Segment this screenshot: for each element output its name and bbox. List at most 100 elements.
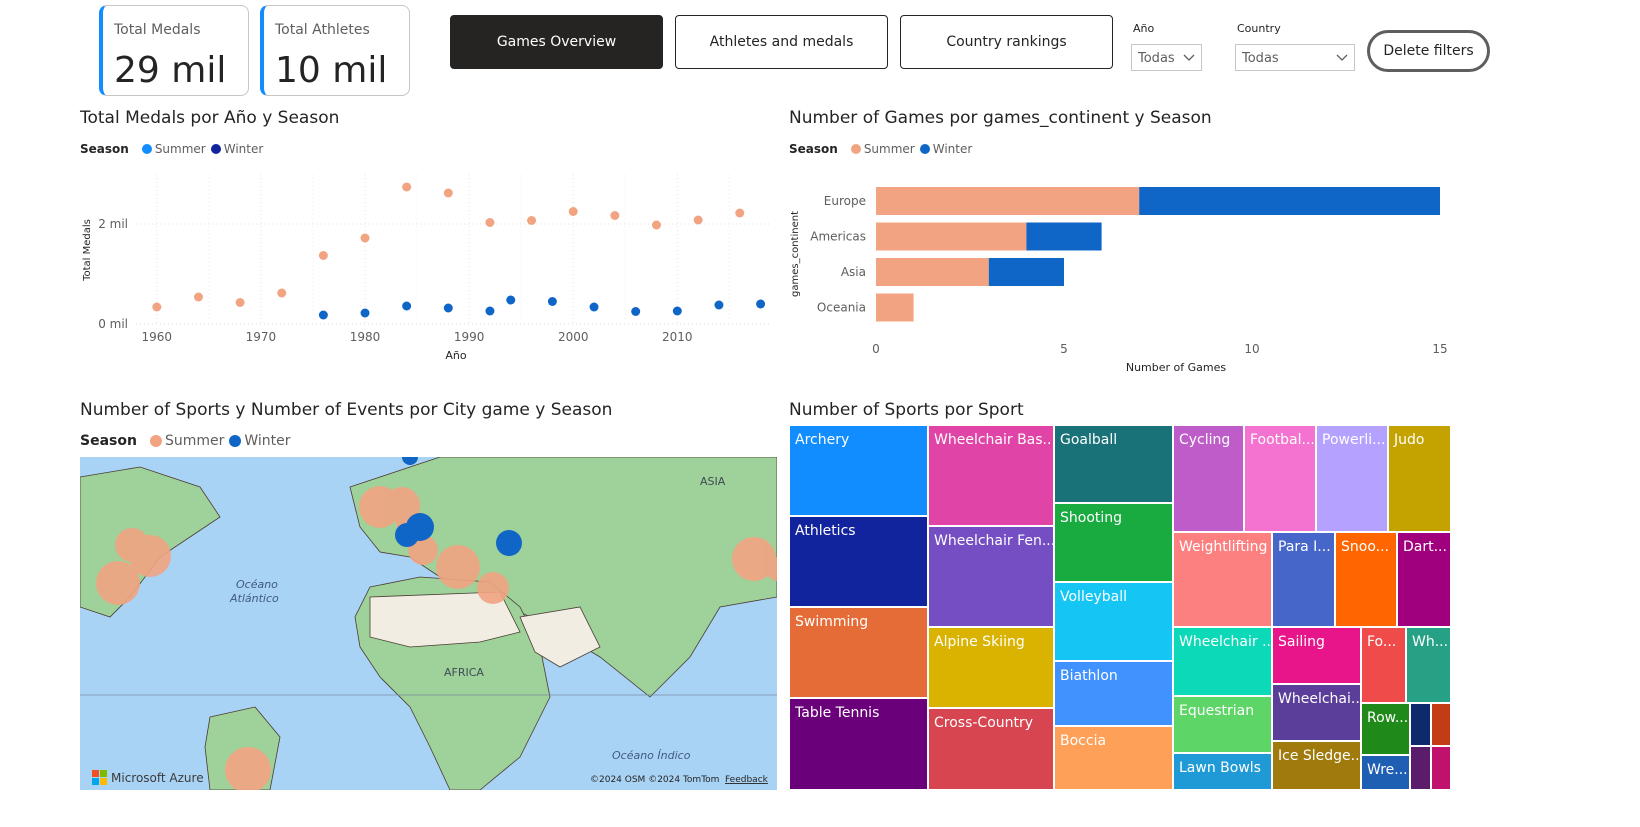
scatter-point-summer[interactable] — [235, 298, 245, 307]
x-tick-label: 1980 — [350, 330, 381, 344]
medals-chart-title: Total Medals por Año y Season — [80, 108, 340, 128]
treemap-tile[interactable]: Footbal... — [1244, 425, 1316, 532]
treemap-tile[interactable]: Boccia — [1054, 726, 1173, 790]
bar-winter[interactable] — [988, 258, 1064, 286]
x-tick-label: 1970 — [246, 330, 277, 344]
bar-summer[interactable] — [876, 222, 1027, 251]
treemap-tile[interactable]: Fo... — [1361, 627, 1406, 703]
legend-item-winter[interactable]: Winter — [932, 142, 973, 156]
treemap-tile[interactable]: Lawn Bowls — [1173, 753, 1272, 790]
scatter-point-summer[interactable] — [651, 220, 661, 230]
scatter-point-summer[interactable] — [443, 188, 453, 198]
treemap-tile[interactable]: Alpine Skiing — [928, 627, 1054, 708]
year-filter-dropdown[interactable]: Todas — [1131, 44, 1202, 71]
map-bubble — [436, 545, 480, 589]
games-bar-chart[interactable]: games_continent Europe Americas Asia Oceani… — [786, 172, 1466, 377]
treemap-tile[interactable]: Biathlon — [1054, 661, 1173, 726]
treemap-tile-label: Wh... — [1412, 634, 1449, 650]
treemap-tile[interactable]: Equestrian — [1173, 696, 1272, 753]
map-bubble — [766, 557, 777, 581]
scatter-point-summer[interactable] — [152, 302, 162, 312]
scatter-point-winter[interactable] — [714, 300, 724, 310]
treemap-tile[interactable]: Goalball — [1054, 425, 1173, 503]
treemap-tile[interactable]: Wheelchai... — [1272, 684, 1361, 741]
treemap-tile[interactable]: Snoo... — [1335, 532, 1397, 627]
treemap-tile[interactable]: Volleyball — [1054, 582, 1173, 661]
scatter-point-summer[interactable] — [402, 182, 412, 192]
treemap-tile[interactable]: Weightlifting — [1173, 532, 1272, 627]
games-overview-button[interactable]: Games Overview — [450, 15, 663, 69]
scatter-point-summer[interactable] — [568, 207, 578, 216]
treemap-tile[interactable]: Cycling — [1173, 425, 1244, 532]
scatter-point-summer[interactable] — [485, 218, 495, 227]
legend-item-winter[interactable]: Winter — [223, 142, 264, 156]
treemap-tile[interactable]: Powerli... — [1316, 425, 1388, 532]
scatter-point-winter[interactable] — [485, 306, 495, 316]
legend-item-summer[interactable]: Summer — [863, 142, 915, 156]
scatter-point-summer[interactable] — [610, 211, 620, 220]
scatter-point-summer[interactable] — [193, 292, 203, 302]
map-bubble — [96, 561, 140, 605]
bar-winter[interactable] — [1139, 187, 1440, 215]
treemap-tile[interactable]: Wre... — [1361, 755, 1410, 790]
treemap-tile[interactable] — [1410, 703, 1431, 746]
treemap-tile[interactable]: Shooting — [1054, 503, 1173, 582]
legend-item-winter[interactable]: Winter — [244, 433, 291, 449]
treemap-tile[interactable]: Wheelchair ... — [1173, 627, 1272, 696]
treemap-tile[interactable]: Cross-Country — [928, 708, 1054, 790]
treemap-tile[interactable]: Dart... — [1397, 532, 1451, 627]
treemap-tile[interactable] — [1410, 746, 1431, 790]
legend-item-summer[interactable]: Summer — [154, 142, 206, 156]
bar-winter[interactable] — [1026, 222, 1102, 251]
country-rankings-button[interactable]: Country rankings — [900, 15, 1113, 69]
treemap-tile[interactable]: Table Tennis — [789, 698, 928, 790]
scatter-point-summer[interactable] — [527, 216, 537, 225]
scatter-point-winter[interactable] — [318, 310, 328, 320]
scatter-point-winter[interactable] — [506, 295, 516, 305]
treemap-tile[interactable]: Wheelchair Bas... — [928, 425, 1054, 526]
medals-y-axis-title: Total Medals — [82, 219, 93, 282]
athletes-medals-button[interactable]: Athletes and medals — [675, 15, 888, 69]
bar-summer[interactable] — [876, 187, 1140, 215]
legend-title: Season — [80, 433, 137, 449]
scatter-point-summer[interactable] — [735, 208, 745, 218]
scatter-point-summer[interactable] — [318, 251, 328, 260]
treemap-tile[interactable]: Swimming — [789, 607, 928, 698]
legend-item-summer[interactable]: Summer — [164, 433, 225, 449]
treemap-tile[interactable]: Judo — [1388, 425, 1451, 532]
legend-swatch-summer — [141, 144, 152, 154]
scatter-point-winter[interactable] — [443, 303, 453, 313]
treemap-tile[interactable] — [1431, 703, 1451, 746]
medals-scatter-chart[interactable]: 2 mil 0 mil Total Medals 1960 1970 1980 199… — [76, 160, 776, 370]
delete-filters-button[interactable]: Delete filters — [1367, 30, 1490, 72]
scatter-point-summer[interactable] — [277, 288, 287, 298]
world-map[interactable]: Océano Atlántico ASIA AFRICA Océano Índic… — [80, 457, 777, 790]
treemap-tile[interactable]: Row... — [1361, 703, 1410, 755]
scatter-point-summer[interactable] — [360, 233, 370, 243]
scatter-point-winter[interactable] — [402, 301, 412, 311]
category-label: Asia — [841, 265, 866, 279]
treemap-tile[interactable]: Wheelchair Fen... — [928, 526, 1054, 627]
scatter-point-winter[interactable] — [631, 307, 641, 316]
scatter-point-winter[interactable] — [360, 308, 370, 318]
sports-treemap[interactable]: Archery Athletics Swimming Table Tennis Whee… — [789, 425, 1451, 790]
bar-summer[interactable] — [876, 258, 989, 286]
bar-summer[interactable] — [876, 293, 914, 322]
scatter-point-winter[interactable] — [589, 302, 599, 312]
medals-x-axis-title: Año — [445, 349, 466, 362]
treemap-tile[interactable]: Para I... — [1272, 532, 1335, 627]
treemap-tile[interactable] — [1431, 746, 1451, 790]
treemap-tile[interactable]: Sailing — [1272, 627, 1361, 684]
treemap-tile[interactable]: Athletics — [789, 516, 928, 607]
country-filter-dropdown[interactable]: Todas — [1235, 44, 1355, 71]
scatter-point-winter[interactable] — [756, 299, 766, 309]
treemap-tile[interactable]: Wh... — [1406, 627, 1451, 703]
treemap-tile-label: Wheelchai... — [1278, 691, 1361, 707]
treemap-tile[interactable]: Archery — [789, 425, 928, 516]
x-tick-label: 0 — [872, 342, 880, 356]
map-feedback-link[interactable]: Feedback — [725, 775, 769, 785]
scatter-point-winter[interactable] — [672, 306, 682, 316]
scatter-point-winter[interactable] — [547, 297, 557, 306]
treemap-tile[interactable]: Ice Sledge... — [1272, 741, 1361, 790]
scatter-point-summer[interactable] — [693, 215, 703, 225]
